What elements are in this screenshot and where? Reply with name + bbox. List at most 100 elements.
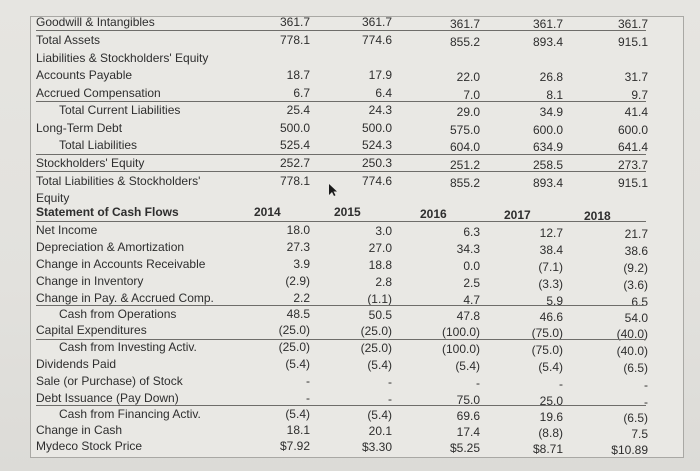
year-header: 2016 bbox=[420, 207, 447, 221]
cell-value: - bbox=[388, 375, 392, 389]
cell-value: (3.3) bbox=[538, 277, 563, 291]
row-label: Total Assets bbox=[36, 33, 101, 47]
cell-value: 7.0 bbox=[463, 88, 480, 102]
row-label: Change in Inventory bbox=[36, 274, 144, 288]
cash-flow-row: Depreciation & Amortization 27.3 27.0 34.3 3… bbox=[36, 239, 648, 258]
cell-value: (5.4) bbox=[538, 360, 563, 374]
cell-value: (25.0) bbox=[360, 324, 392, 338]
divider-line bbox=[36, 339, 646, 340]
cash-flow-row: Net Income 18.0 3.0 6.3 12.7 21.7 bbox=[36, 222, 648, 241]
cell-value: - bbox=[476, 376, 480, 390]
cell-value: 774.6 bbox=[361, 174, 392, 188]
cell-value: - bbox=[644, 395, 648, 409]
row-label-cont: Equity bbox=[36, 191, 70, 205]
balance-sheet-row: Total Liabilities & Stockholders' 778.1 77… bbox=[36, 173, 648, 190]
balance-sheet-row: Long-Term Debt 500.0 500.0 575.0 600.0 600.0 bbox=[36, 120, 648, 137]
cell-value: 29.0 bbox=[456, 105, 480, 119]
row-label: Change in Accounts Receivable bbox=[36, 257, 206, 271]
row-label: Capital Expenditures bbox=[36, 323, 147, 337]
cell-value: 8.1 bbox=[546, 88, 563, 102]
row-label: Net Income bbox=[36, 223, 98, 237]
cell-value: 25.4 bbox=[286, 103, 310, 117]
cell-value: $3.30 bbox=[361, 440, 392, 454]
cell-value: 34.3 bbox=[456, 242, 480, 256]
cell-value: 34.9 bbox=[539, 105, 563, 119]
cash-flow-row: Change in Cash 18.1 20.1 17.4 (8.8) 7.5 bbox=[36, 422, 648, 441]
cell-value: 500.0 bbox=[279, 121, 310, 135]
divider-line bbox=[36, 405, 646, 406]
cell-value: 525.4 bbox=[279, 138, 310, 152]
cell-value: (100.0) bbox=[441, 342, 480, 356]
cell-value: 778.1 bbox=[279, 174, 310, 188]
cell-value: 361.7 bbox=[279, 15, 310, 29]
row-label: Long-Term Debt bbox=[36, 121, 123, 135]
divider-line bbox=[36, 171, 646, 172]
cell-value: $10.89 bbox=[611, 443, 648, 457]
row-label: Change in Cash bbox=[36, 423, 123, 437]
year-header: 2015 bbox=[334, 205, 361, 219]
cell-value: (5.4) bbox=[285, 357, 310, 371]
cell-value: 7.5 bbox=[631, 427, 648, 441]
cell-value: (3.6) bbox=[623, 278, 648, 292]
cell-value: (25.0) bbox=[278, 340, 310, 354]
balance-sheet-row: Total Assets 778.1 774.6 855.2 893.4 915.1 bbox=[36, 32, 648, 49]
cell-value: (75.0) bbox=[531, 326, 563, 340]
cell-value: 5.9 bbox=[546, 294, 563, 308]
cell-value: 250.3 bbox=[361, 156, 392, 170]
cell-value: 18.7 bbox=[286, 68, 310, 82]
cash-flow-title: Statement of Cash Flows bbox=[36, 205, 179, 219]
cell-value: 4.7 bbox=[463, 293, 480, 307]
row-label: Cash from Investing Activ. bbox=[59, 340, 197, 354]
row-label: Total Liabilities bbox=[59, 138, 138, 152]
cell-value: (2.9) bbox=[285, 274, 310, 288]
cell-value: 46.6 bbox=[539, 310, 563, 324]
cell-value: (75.0) bbox=[531, 343, 563, 357]
cell-value: 641.4 bbox=[617, 140, 648, 154]
cell-value: 12.7 bbox=[539, 226, 563, 240]
cash-flow-row: Dividends Paid (5.4) (5.4) (5.4) (5.4) (6.5) bbox=[36, 356, 648, 375]
cash-flow-row: Change in Inventory (2.9) 2.8 2.5 (3.3) (3.6) bbox=[36, 273, 648, 292]
cash-flow-row: Change in Pay. & Accrued Comp. 2.2 (1.1) 4.… bbox=[36, 290, 648, 309]
cell-value: 915.1 bbox=[617, 35, 648, 49]
year-header: 2014 bbox=[254, 205, 281, 219]
cell-value: 361.7 bbox=[449, 17, 480, 31]
row-label: Mydeco Stock Price bbox=[36, 439, 143, 453]
row-label: Cash from Operations bbox=[59, 307, 177, 321]
cell-value: $8.71 bbox=[532, 442, 563, 456]
cell-value: (9.2) bbox=[623, 261, 648, 275]
balance-sheet-row: Accounts Payable 18.7 17.9 22.0 26.8 31.7 bbox=[36, 67, 648, 84]
cell-value: (5.4) bbox=[455, 359, 480, 373]
cell-value: 361.7 bbox=[532, 17, 563, 31]
cell-value: 26.8 bbox=[539, 70, 563, 84]
cell-value: 361.7 bbox=[617, 17, 648, 31]
balance-sheet-row: Total Current Liabilities 25.4 24.3 29.0 34.… bbox=[36, 102, 648, 119]
cell-value: 69.6 bbox=[456, 409, 480, 423]
row-label: Goodwill & Intangibles bbox=[36, 15, 155, 29]
cell-value: (100.0) bbox=[441, 325, 480, 339]
balance-sheet-row: Goodwill & Intangibles 361.7 361.7 361.7 361… bbox=[36, 14, 648, 31]
year-header: 2017 bbox=[504, 208, 531, 222]
cash-flow-row: Cash from Financing Activ. (5.4) (5.4) 69.6… bbox=[36, 406, 648, 425]
cell-value: 6.3 bbox=[463, 225, 480, 239]
cell-value: (40.0) bbox=[616, 327, 648, 341]
cell-value: 41.4 bbox=[624, 105, 648, 119]
cell-value: (5.4) bbox=[285, 407, 310, 421]
cell-value: 2.5 bbox=[463, 276, 480, 290]
row-label: Depreciation & Amortization bbox=[36, 240, 185, 254]
mouse-pointer-icon bbox=[329, 184, 337, 196]
cell-value: 38.6 bbox=[624, 244, 648, 258]
cell-value: 361.7 bbox=[361, 15, 392, 29]
cell-value: 18.1 bbox=[286, 423, 310, 437]
divider-line bbox=[36, 30, 646, 31]
cell-value: 31.7 bbox=[624, 70, 648, 84]
cell-value: 258.5 bbox=[532, 158, 563, 172]
cell-value: 0.0 bbox=[463, 259, 480, 273]
cell-value: 48.5 bbox=[286, 307, 310, 321]
row-label: Stockholders' Equity bbox=[36, 156, 145, 170]
row-label: Debt Issuance (Pay Down) bbox=[36, 391, 179, 405]
cash-flow-row: Capital Expenditures (25.0) (25.0) (100.0) (… bbox=[36, 322, 648, 341]
cell-value: 524.3 bbox=[361, 138, 392, 152]
cell-value: 575.0 bbox=[449, 123, 480, 137]
cell-value: (6.5) bbox=[623, 361, 648, 375]
balance-sheet-row-cont: Equity bbox=[36, 190, 646, 207]
